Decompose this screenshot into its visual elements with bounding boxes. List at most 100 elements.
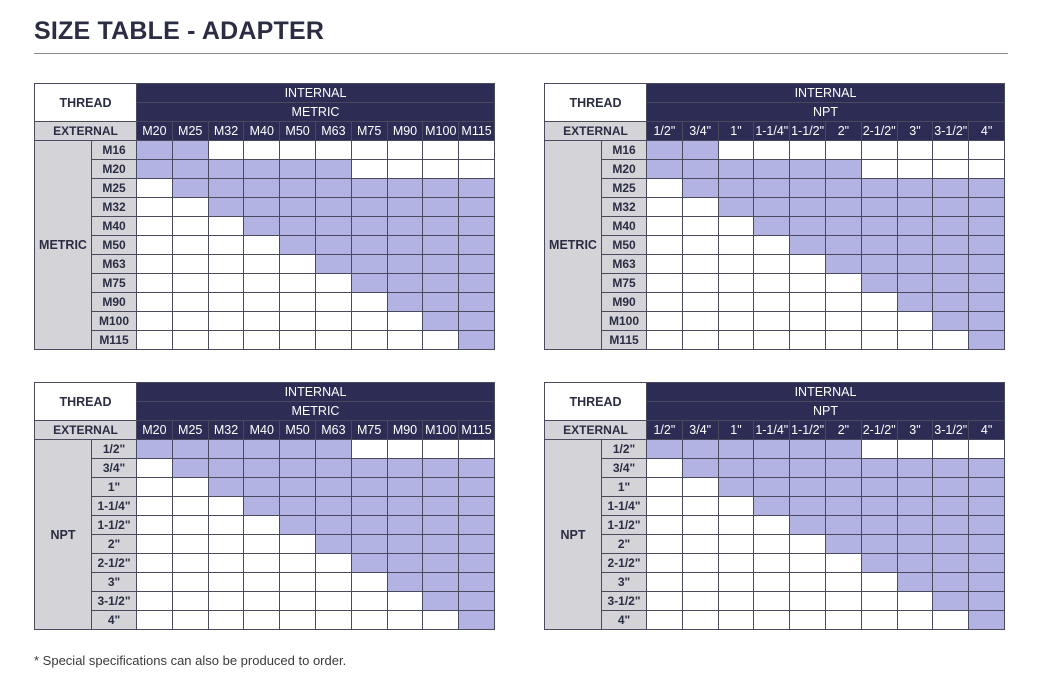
row-label: M20 <box>91 159 137 179</box>
empty-cell <box>207 330 245 350</box>
empty-cell <box>717 216 755 236</box>
empty-cell <box>350 610 388 630</box>
empty-cell <box>207 496 245 516</box>
table-row: M115 <box>545 330 1005 350</box>
column-header: 2" <box>824 121 862 141</box>
fit-cell <box>314 439 352 459</box>
empty-cell <box>243 591 281 611</box>
row-label: M115 <box>601 330 647 350</box>
row-label: M32 <box>91 197 137 217</box>
fit-cell <box>824 178 862 198</box>
empty-cell <box>717 496 755 516</box>
column-header: 3/4" <box>681 420 719 440</box>
empty-cell <box>932 610 970 630</box>
fit-cell <box>753 216 791 236</box>
row-label: 1-1/2" <box>601 515 647 535</box>
empty-cell <box>824 553 862 573</box>
empty-cell <box>386 610 424 630</box>
fit-cell <box>896 235 934 255</box>
row-label: M90 <box>601 292 647 312</box>
fit-cell <box>422 254 460 274</box>
fit-cell <box>753 159 791 179</box>
row-label: 2-1/2" <box>91 553 137 573</box>
fit-cell <box>932 254 970 274</box>
external-label: EXTERNAL <box>34 121 137 141</box>
empty-cell <box>681 254 719 274</box>
empty-cell <box>932 140 970 160</box>
fit-cell <box>681 140 719 160</box>
empty-cell <box>386 311 424 331</box>
row-label: 3-1/2" <box>601 591 647 611</box>
empty-cell <box>422 159 460 179</box>
fit-cell <box>932 477 970 497</box>
fit-cell <box>932 197 970 217</box>
empty-cell <box>171 477 209 497</box>
empty-cell <box>350 572 388 592</box>
fit-cell <box>717 439 755 459</box>
table-row: METRIC M16 <box>544 140 1005 350</box>
empty-cell <box>171 254 209 274</box>
empty-cell <box>171 273 209 293</box>
empty-cell <box>314 292 352 312</box>
fit-cell <box>753 439 791 459</box>
empty-cell <box>171 515 209 535</box>
column-header: M90 <box>386 420 424 440</box>
fit-cell <box>824 439 862 459</box>
fit-cell <box>932 311 970 331</box>
empty-cell <box>824 311 862 331</box>
empty-cell <box>136 178 173 198</box>
fit-cell <box>860 273 898 293</box>
fit-cell <box>279 197 316 217</box>
fit-cell <box>824 515 862 535</box>
table-row: 3" <box>545 572 1005 592</box>
thread-label: THREAD <box>34 83 137 122</box>
fit-cell <box>350 273 388 293</box>
fit-cell <box>422 534 460 554</box>
column-header: 1-1/4" <box>753 420 791 440</box>
fit-cell <box>350 534 388 554</box>
fit-cell <box>896 534 934 554</box>
fit-cell <box>789 496 826 516</box>
column-header: M75 <box>350 420 388 440</box>
empty-cell <box>386 591 424 611</box>
table-row: 4" <box>35 610 495 630</box>
fit-cell <box>314 216 352 236</box>
fit-cell <box>458 292 495 312</box>
empty-cell <box>646 572 683 592</box>
fit-cell <box>896 178 934 198</box>
row-label: 3/4" <box>601 458 647 478</box>
fit-cell <box>753 458 791 478</box>
empty-cell <box>243 273 281 293</box>
fit-cell <box>896 515 934 535</box>
fit-cell <box>789 235 826 255</box>
internal-label: INTERNAL <box>136 83 495 103</box>
fit-cell <box>968 178 1005 198</box>
empty-cell <box>314 311 352 331</box>
row-label: 1/2" <box>91 439 137 459</box>
fit-cell <box>458 273 495 293</box>
fit-cell <box>243 159 281 179</box>
table-row: M75 <box>35 273 495 293</box>
fit-cell <box>932 273 970 293</box>
empty-cell <box>171 197 209 217</box>
row-label: M63 <box>91 254 137 274</box>
external-label: EXTERNAL <box>544 121 647 141</box>
fit-cell <box>171 140 209 160</box>
empty-cell <box>207 216 245 236</box>
empty-cell <box>136 311 173 331</box>
fit-cell <box>753 477 791 497</box>
internal-system-label: METRIC <box>136 401 495 421</box>
empty-cell <box>171 496 209 516</box>
table-row: 1" <box>35 477 495 497</box>
fit-cell <box>789 159 826 179</box>
fit-cell <box>824 477 862 497</box>
internal-label: INTERNAL <box>646 382 1005 402</box>
fit-cell <box>422 515 460 535</box>
fit-cell <box>860 553 898 573</box>
row-label: 1-1/4" <box>91 496 137 516</box>
fit-cell <box>458 591 495 611</box>
fit-cell <box>860 254 898 274</box>
column-header: M90 <box>386 121 424 141</box>
column-header: 1" <box>717 121 755 141</box>
row-label: 3/4" <box>91 458 137 478</box>
